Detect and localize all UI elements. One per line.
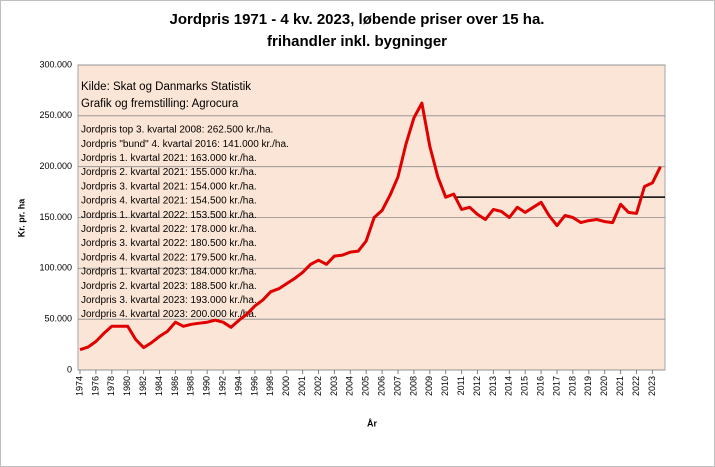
annotation-text: Jordpris 1. kvartal 2021: 163.000 kr./ha… — [81, 153, 257, 164]
x-tick-label: 2016 — [535, 376, 545, 396]
x-tick-label: 2015 — [520, 376, 530, 396]
annotation-text: Jordpris top 3. kvartal 2008: 262.500 kr… — [81, 125, 273, 136]
annotation-text: Jordpris 4. kvartal 2023: 200.000 kr./ha… — [81, 309, 257, 320]
x-tick-label: 2006 — [376, 376, 386, 396]
x-tick-label: 2021 — [615, 376, 625, 396]
x-tick-label: 1978 — [106, 376, 116, 396]
annotation-text: Jordpris 4. kvartal 2022: 179.500 kr./ha… — [81, 252, 257, 263]
y-tick-label: 0 — [67, 364, 72, 374]
chart-title: Jordpris 1971 - 4 kv. 2023, løbende pris… — [170, 11, 545, 28]
x-tick-label: 2022 — [631, 376, 641, 396]
x-tick-label: 2012 — [472, 376, 482, 396]
x-tick-label: 1974 — [74, 376, 84, 396]
x-tick-label: 1980 — [122, 376, 132, 396]
x-tick-label: 2002 — [313, 376, 323, 396]
y-axis-label: Kr. pr. ha — [16, 198, 26, 238]
x-tick-label: 2017 — [551, 376, 561, 396]
data-line — [79, 101, 662, 352]
x-tick-label: 2013 — [488, 376, 498, 396]
x-tick-label: 1994 — [233, 376, 243, 396]
x-tick-label: 2007 — [392, 376, 402, 396]
x-tick-label: 2011 — [456, 376, 466, 395]
x-tick-label: 2023 — [647, 376, 657, 396]
x-tick-label: 2020 — [599, 376, 609, 396]
annotation-text: Jordpris 1. kvartal 2022: 153.500 kr./ha… — [81, 210, 257, 221]
x-tick-label: 2005 — [361, 376, 371, 396]
y-tick-label: 300.000 — [39, 59, 72, 69]
annotation-text: Jordpris 3. kvartal 2022: 180.500 kr./ha… — [81, 238, 257, 249]
x-tick-label: 2008 — [408, 376, 418, 396]
x-tick-label: 2009 — [424, 376, 434, 396]
y-tick-label: 100.000 — [39, 263, 72, 273]
x-tick-label: 1982 — [138, 376, 148, 396]
x-tick-label: 2001 — [297, 376, 307, 396]
y-tick-label: 250.000 — [39, 110, 72, 120]
x-tick-label: 2004 — [345, 376, 355, 396]
annotation-text: Jordpris 1. kvartal 2023: 184.000 kr./ha… — [81, 267, 257, 278]
y-tick-label: 200.000 — [39, 161, 72, 171]
x-tick-label: 1976 — [90, 376, 100, 396]
x-tick-label: 1996 — [249, 376, 259, 396]
x-tick-label: 2010 — [440, 376, 450, 396]
x-tick-label: 1984 — [154, 376, 164, 396]
source-text: Kilde: Skat og Danmarks Statistik — [81, 81, 251, 93]
x-tick-label: 1990 — [202, 376, 212, 396]
x-tick-label: 1992 — [217, 376, 227, 396]
x-tick-label: 1988 — [186, 376, 196, 396]
x-tick-label: 2000 — [281, 376, 291, 396]
y-tick-label: 50.000 — [44, 314, 72, 324]
annotation-text: Jordpris 2. kvartal 2022: 178.000 kr./ha… — [81, 224, 257, 235]
annotation-text: Jordpris 4. kvartal 2021: 154.500 kr./ha… — [81, 196, 257, 207]
x-tick-label: 2014 — [504, 376, 514, 396]
x-tick-label: 2019 — [583, 376, 593, 396]
annotation-text: Jordpris 2. kvartal 2023: 188.500 kr./ha… — [81, 281, 257, 292]
x-tick-label: 2018 — [567, 376, 577, 396]
annotation-text: Jordpris "bund" 4. kvartal 2016: 141.000… — [81, 139, 289, 150]
annotation-text: Jordpris 3. kvartal 2023: 193.000 kr./ha… — [81, 295, 257, 306]
y-tick-label: 150.000 — [39, 212, 72, 222]
x-tick-label: 1998 — [265, 376, 275, 396]
source-text: Grafik og fremstilling: Agrocura — [81, 98, 239, 110]
annotation-text: Jordpris 3. kvartal 2021: 154.000 kr./ha… — [81, 181, 257, 192]
x-axis-label: År — [367, 418, 377, 428]
annotation-text: Jordpris 2. kvartal 2021: 155.000 kr./ha… — [81, 167, 257, 178]
x-tick-label: 1986 — [170, 376, 180, 396]
chart-subtitle: frihandler inkl. bygninger — [267, 33, 447, 50]
x-tick-label: 2003 — [329, 376, 339, 396]
